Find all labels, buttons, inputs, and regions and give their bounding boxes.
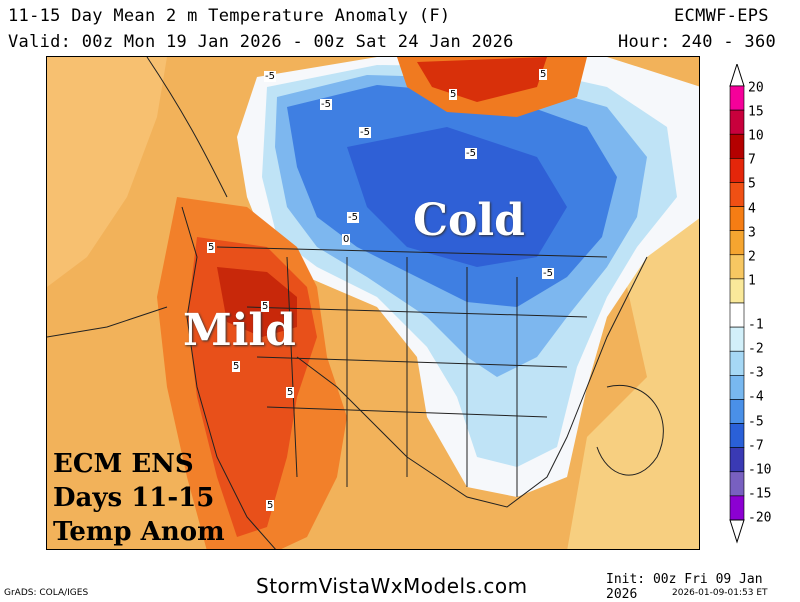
state-line-2 [256,356,568,368]
colorbar [729,64,745,544]
init-time: Init: 00z Fri 09 Jan 2026 [606,572,763,602]
colorbar-label: 10 [748,128,764,144]
map-title: 11-15 Day Mean 2 m Temperature Anomaly (… [8,6,451,26]
pacific-warm [47,57,167,287]
colorbar-label: -3 [748,365,764,381]
colorbar-swatch [729,471,745,497]
annotation-box: ECM ENS Days 11-15 Temp Anom [53,447,225,549]
boundaries [47,57,664,549]
mild-label: Mild [183,305,296,356]
colorbar-swatch [729,85,745,111]
contour-label: -5 [465,148,477,159]
colorbar-swatch [729,254,745,280]
timestamp: 2026-01-09-01:53 ET [672,588,768,598]
alaska-line [146,57,228,198]
colorbar-label: 5 [748,176,756,192]
contour-label: 5 [266,500,275,511]
colorbar-label: -7 [748,438,764,454]
pacific-contour [47,306,168,338]
colorbar-top-arrow [729,64,745,87]
east-ocean-warm [567,177,699,549]
colorbar-swatch [729,158,745,183]
colorbar-swatch [729,230,745,256]
colorbar-swatch [729,206,745,231]
contour-label: 5 [207,242,216,253]
west-coast-line [181,206,276,549]
colorbar-label: 2 [748,249,756,265]
contour-label: 0 [342,234,351,245]
contour-label: -5 [359,127,371,138]
contour-label: 5 [539,69,548,80]
site-name: StormVistaWxModels.com [256,574,528,598]
contour-label: -5 [542,268,554,279]
colorbar-swatch [729,495,745,521]
colorbar-swatch [729,302,745,328]
contour-label: -5 [347,212,359,223]
colorbar-label: -15 [748,486,772,502]
contour-label: -5 [320,99,332,110]
grads-credit: GrADS: COLA/IGES [4,588,89,598]
contour-label: 5 [261,301,270,312]
anomaly-map: -5 -5 -5 -5 -5 -5 5 5 5 5 5 5 5 0 Cold M… [46,56,700,550]
cold-core-deep [347,127,567,267]
colorbar-label: 15 [748,104,764,120]
contour-label: 5 [232,361,241,372]
atlantic-contour [596,385,664,476]
state-line-8 [286,256,298,478]
contour-label: -5 [264,71,276,82]
west-hot-core [217,267,297,337]
colorbar-label: -4 [748,389,764,405]
colorbar-swatch [729,375,745,400]
colorbar-label: 4 [748,201,756,217]
map-canvas [47,57,699,549]
valid-period: Valid: 00z Mon 19 Jan 2026 - 00z Sat 24 … [8,32,514,52]
cold-label: Cold [413,195,525,246]
colorbar-swatch [729,447,745,473]
colorbar-label: 7 [748,152,756,168]
gulf-east-coast-line [296,256,648,508]
colorbar-bottom-arrow [729,519,745,544]
colorbar-swatch [729,423,745,448]
colorbar-swatch [729,182,745,207]
colorbar-label: -20 [748,510,772,526]
colorbar-swatch [729,350,745,376]
colorbar-swatch [729,326,745,352]
colorbar-swatch [729,399,745,424]
forecast-hour: Hour: 240 - 360 [618,32,777,52]
colorbar-swatch [729,133,745,159]
model-name: ECMWF-EPS [674,6,769,26]
colorbar-swatch [729,278,745,304]
colorbar-label: 1 [748,273,756,289]
colorbar-label: 3 [748,225,756,241]
colorbar-label: -10 [748,462,772,478]
annotation-line-1: ECM ENS [53,449,194,479]
colorbar-label: -5 [748,414,764,430]
contour-label: 5 [286,387,295,398]
annotation-line-3: Temp Anom [53,517,225,547]
colorbar-swatch [729,109,745,135]
annotation-line-2: Days 11-15 [53,483,215,513]
colorbar-label: -1 [748,317,764,333]
border-line-1 [216,246,608,258]
colorbar-label: 20 [748,80,764,96]
colorbar-label: -2 [748,341,764,357]
state-line-1 [246,306,588,318]
contour-label: 5 [449,89,458,100]
